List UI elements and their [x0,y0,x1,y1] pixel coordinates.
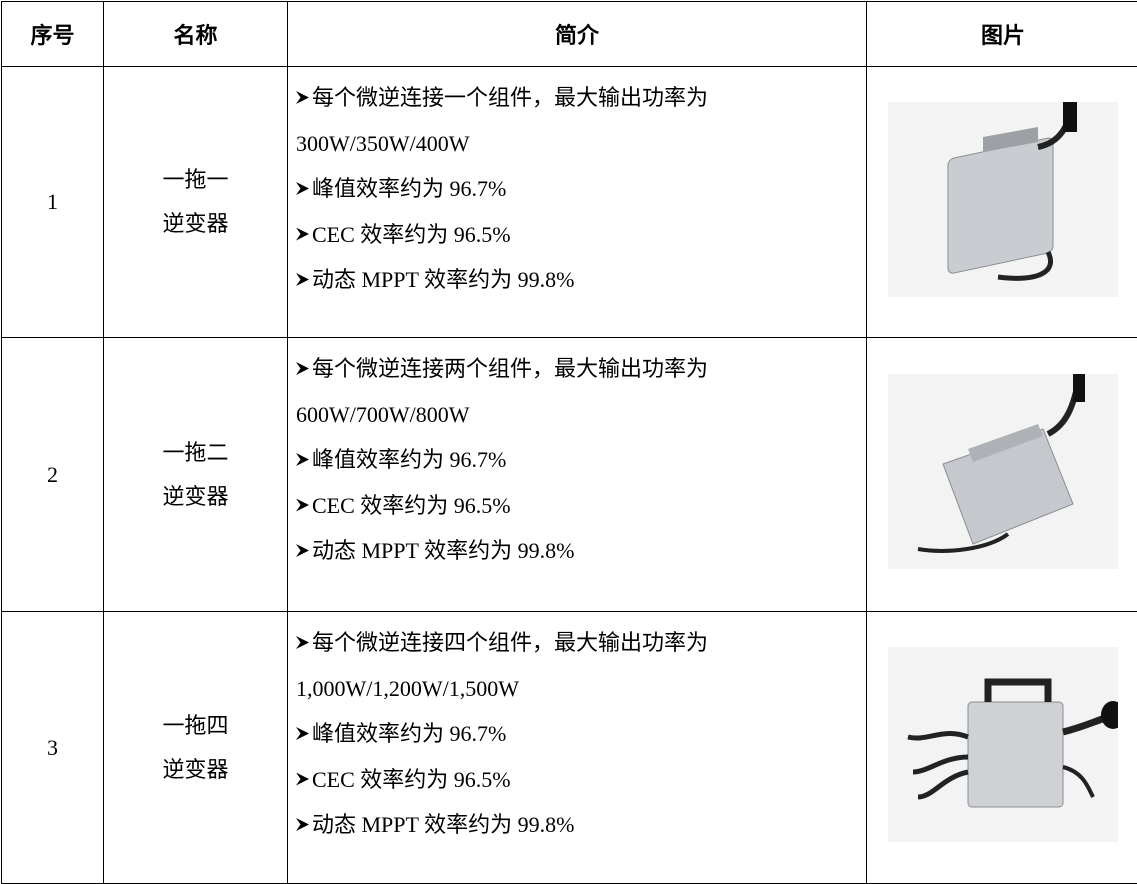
description-text: 600W/700W/800W [296,402,470,427]
description-line: 动态 MPPT 效率约为 99.8% [296,802,866,848]
bullet-arrow [296,91,309,104]
bullet-arrow [296,636,309,649]
name-line: 一拖二 [104,431,287,475]
description-line: 600W/700W/800W [296,392,866,438]
row-name: 一拖四逆变器 [104,612,288,884]
row-number: 1 [2,67,104,338]
description-text: 1,000W/1,200W/1,500W [296,676,519,701]
header-cell: 简介 [288,2,867,67]
row-name: 一拖一逆变器 [104,67,288,338]
row-description: 每个微逆连接两个组件，最大输出功率为 600W/700W/800W 峰值效率约为 9… [288,338,867,612]
description-text: 峰值效率约为 96.7% [312,447,506,472]
name-line: 一拖一 [104,158,287,202]
description-line: 每个微逆连接四个组件，最大输出功率为 [296,620,866,666]
bullet-arrow [296,362,309,375]
header-row: 序号 名称 简介 图片 [2,2,1137,67]
description-text: 动态 MPPT 效率约为 99.8% [312,538,574,563]
bullet-arrow [296,773,309,786]
header-cell: 图片 [867,2,1137,67]
product-photo [888,647,1118,842]
description-line: 动态 MPPT 效率约为 99.8% [296,257,866,303]
row-description: 每个微逆连接四个组件，最大输出功率为 1,000W/1,200W/1,500W 峰值… [288,612,867,884]
header-cell: 名称 [104,2,288,67]
description-line: CEC 效率约为 96.5% [296,757,866,803]
bullet-arrow [296,544,309,557]
description-line: 每个微逆连接两个组件，最大输出功率为 [296,346,866,392]
description-text: 300W/350W/400W [296,131,470,156]
row-description: 每个微逆连接一个组件，最大输出功率为 300W/350W/400W 峰值效率约为 9… [288,67,867,338]
description-text: 每个微逆连接一个组件，最大输出功率为 [312,85,708,110]
bullet-arrow [296,228,309,241]
bullet-arrow [296,727,309,740]
bullet-arrow [296,818,309,831]
bullet-arrow [296,273,309,286]
description-text: 动态 MPPT 效率约为 99.8% [312,267,574,292]
header-cell: 序号 [2,2,104,67]
description-text: 动态 MPPT 效率约为 99.8% [312,812,574,837]
description-text: CEC 效率约为 96.5% [312,493,511,518]
bullet-arrow [296,453,309,466]
name-line: 一拖四 [104,704,287,748]
description-text: 峰值效率约为 96.7% [312,176,506,201]
row-image [867,612,1137,884]
name-line: 逆变器 [104,475,287,519]
description-text: CEC 效率约为 96.5% [312,222,511,247]
description-line: CEC 效率约为 96.5% [296,483,866,529]
bullet-arrow [296,182,309,195]
description-line: 1,000W/1,200W/1,500W [296,666,866,712]
product-photo [888,102,1118,297]
description-text: 每个微逆连接四个组件，最大输出功率为 [312,630,708,655]
row-image [867,67,1137,338]
description-line: 峰值效率约为 96.7% [296,166,866,212]
description-line: CEC 效率约为 96.5% [296,212,866,258]
name-line: 逆变器 [104,748,287,792]
bullet-arrow [296,499,309,512]
description-text: CEC 效率约为 96.5% [312,767,511,792]
description-line: 动态 MPPT 效率约为 99.8% [296,528,866,574]
description-line: 峰值效率约为 96.7% [296,437,866,483]
description-line: 峰值效率约为 96.7% [296,711,866,757]
description-text: 每个微逆连接两个组件，最大输出功率为 [312,356,708,381]
name-line: 逆变器 [104,202,287,246]
row-number: 3 [2,612,104,884]
description-line: 每个微逆连接一个组件，最大输出功率为 [296,75,866,121]
row-image [867,338,1137,612]
description-line: 300W/350W/400W [296,121,866,167]
product-photo [888,374,1118,569]
row-name: 一拖二逆变器 [104,338,288,612]
description-text: 峰值效率约为 96.7% [312,721,506,746]
row-number: 2 [2,338,104,612]
